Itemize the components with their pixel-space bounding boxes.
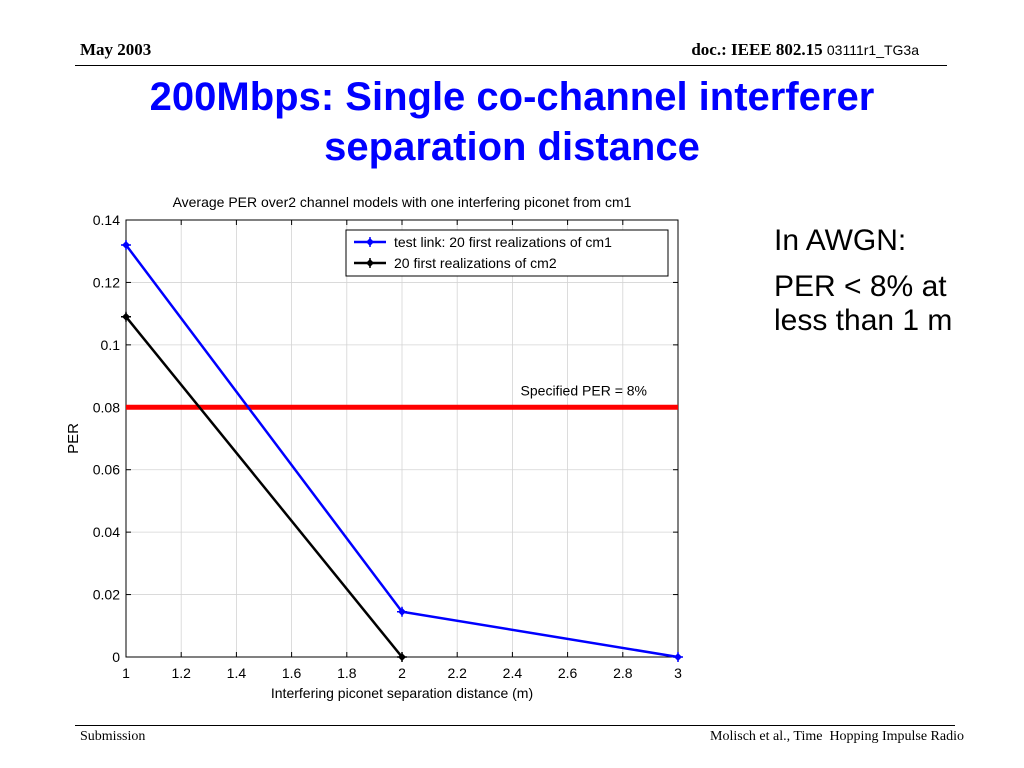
- x-tick-label: 1.8: [337, 665, 357, 681]
- slide-title: 200Mbps: Single co-channel interferer se…: [0, 72, 1024, 172]
- x-axis-label: Interfering piconet separation distance …: [271, 685, 533, 701]
- x-tick-label: 1.6: [282, 665, 302, 681]
- series-1-point-marker-diamond: [674, 653, 682, 661]
- x-tick-label: 3: [674, 665, 682, 681]
- header-doc-id: doc.: IEEE 802.15 03111r1_TG3a: [691, 40, 919, 60]
- x-tick-label: 1: [122, 665, 130, 681]
- y-tick-label: 0.06: [93, 462, 120, 478]
- side-notes: In AWGN: PER < 8% at less than 1 m: [774, 224, 994, 350]
- y-tick-label: 0.04: [93, 524, 120, 540]
- series-2-point-marker-diamond: [122, 312, 130, 321]
- legend-label-1: test link: 20 first realizations of cm1: [394, 234, 612, 250]
- legend-label-2: 20 first realizations of cm2: [394, 255, 557, 271]
- header-divider: [75, 65, 947, 66]
- series-1-point-marker-diamond: [398, 607, 406, 616]
- x-tick-label: 1.2: [171, 665, 191, 681]
- slide-title-line2: separation distance: [324, 125, 700, 169]
- side-note-per: PER < 8% at less than 1 m: [774, 270, 953, 337]
- y-tick-label: 0.08: [93, 399, 120, 415]
- footer-divider: [75, 725, 955, 726]
- header-doc-number: 03111r1_TG3a: [826, 42, 919, 58]
- series-1-point-marker-diamond: [122, 240, 130, 249]
- chart-title: Average PER over2 channel models with on…: [173, 194, 632, 210]
- header-doc-prefix: doc.: IEEE 802.15: [691, 40, 823, 59]
- y-tick-label: 0.12: [93, 274, 120, 290]
- y-tick-label: 0.02: [93, 587, 120, 603]
- y-tick-label: 0.14: [93, 212, 120, 228]
- side-note-awgn: In AWGN:: [774, 224, 907, 257]
- y-axis-label: PER: [65, 423, 82, 454]
- x-tick-label: 1.4: [227, 665, 247, 681]
- reference-line-label: Specified PER = 8%: [521, 382, 647, 398]
- series-2-point-marker-diamond: [398, 653, 406, 661]
- header-date: May 2003: [80, 40, 152, 59]
- series-line-2: [125, 315, 403, 658]
- legend-1-marker-diamond: [366, 238, 374, 246]
- x-tick-label: 2.8: [613, 665, 633, 681]
- legend-2-marker-diamond: [366, 259, 374, 267]
- y-tick-label: 0.1: [101, 337, 121, 353]
- x-tick-label: 2: [398, 665, 406, 681]
- footer-submission: Submission: [80, 729, 146, 744]
- legend-box: [345, 229, 669, 277]
- y-tick-label: 0: [112, 649, 120, 665]
- x-tick-label: 2.2: [447, 665, 467, 681]
- x-tick-label: 2.6: [558, 665, 578, 681]
- x-tick-label: 2.4: [503, 665, 523, 681]
- footer-authors: Molisch et al., Time Hopping Impulse Rad…: [710, 729, 964, 744]
- slide-title-line1: 200Mbps: Single co-channel interferer: [149, 75, 875, 119]
